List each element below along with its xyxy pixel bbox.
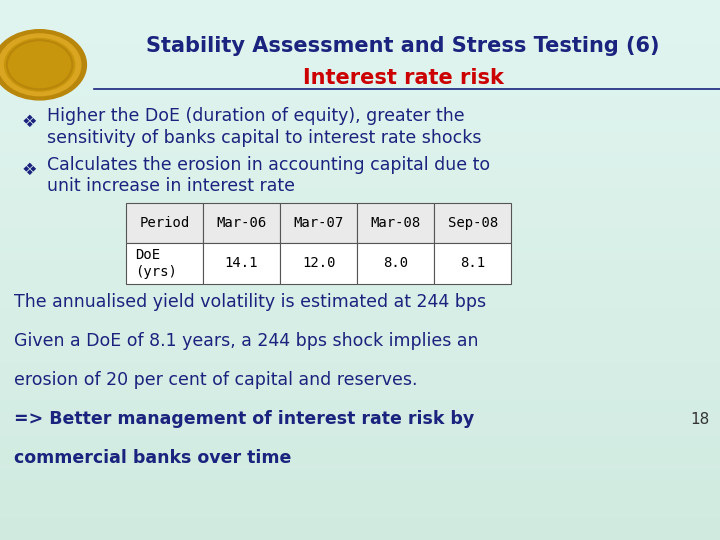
Text: Higher the DoE (duration of equity), greater the: Higher the DoE (duration of equity), gre… bbox=[47, 107, 464, 125]
Bar bbox=[434, 202, 511, 243]
Text: sensitivity of banks capital to interest rate shocks: sensitivity of banks capital to interest… bbox=[47, 129, 481, 147]
Text: unit increase in interest rate: unit increase in interest rate bbox=[47, 177, 294, 195]
Text: 8.0: 8.0 bbox=[383, 256, 408, 270]
Text: 12.0: 12.0 bbox=[302, 256, 336, 270]
Text: Period: Period bbox=[140, 216, 189, 229]
Text: The annualised yield volatility is estimated at 244 bps: The annualised yield volatility is estim… bbox=[14, 293, 487, 312]
Text: ❖: ❖ bbox=[22, 112, 37, 131]
Circle shape bbox=[4, 38, 75, 91]
Bar bbox=[280, 202, 357, 243]
Text: ❖: ❖ bbox=[22, 161, 37, 179]
Bar bbox=[126, 202, 203, 243]
Text: 14.1: 14.1 bbox=[225, 256, 258, 270]
Text: 8.1: 8.1 bbox=[460, 256, 485, 270]
Bar bbox=[126, 243, 203, 284]
Text: Interest rate risk: Interest rate risk bbox=[303, 68, 503, 89]
Bar bbox=[203, 202, 280, 243]
Text: Mar-07: Mar-07 bbox=[294, 216, 343, 229]
Bar bbox=[203, 243, 280, 284]
Bar bbox=[434, 243, 511, 284]
Text: Mar-08: Mar-08 bbox=[371, 216, 420, 229]
Text: 18: 18 bbox=[690, 411, 709, 427]
Text: Given a DoE of 8.1 years, a 244 bps shock implies an: Given a DoE of 8.1 years, a 244 bps shoc… bbox=[14, 332, 479, 350]
Text: Mar-06: Mar-06 bbox=[217, 216, 266, 229]
Text: Stability Assessment and Stress Testing (6): Stability Assessment and Stress Testing … bbox=[146, 36, 660, 56]
Text: erosion of 20 per cent of capital and reserves.: erosion of 20 per cent of capital and re… bbox=[14, 371, 418, 389]
Circle shape bbox=[0, 30, 86, 100]
Text: Calculates the erosion in accounting capital due to: Calculates the erosion in accounting cap… bbox=[47, 156, 490, 174]
Bar bbox=[357, 243, 434, 284]
Text: DoE
(yrs): DoE (yrs) bbox=[135, 248, 176, 279]
Bar bbox=[357, 202, 434, 243]
Bar bbox=[280, 243, 357, 284]
Text: Sep-08: Sep-08 bbox=[448, 216, 498, 229]
Text: commercial banks over time: commercial banks over time bbox=[14, 449, 292, 467]
Text: => Better management of interest rate risk by: => Better management of interest rate ri… bbox=[14, 410, 474, 428]
Circle shape bbox=[0, 34, 81, 96]
